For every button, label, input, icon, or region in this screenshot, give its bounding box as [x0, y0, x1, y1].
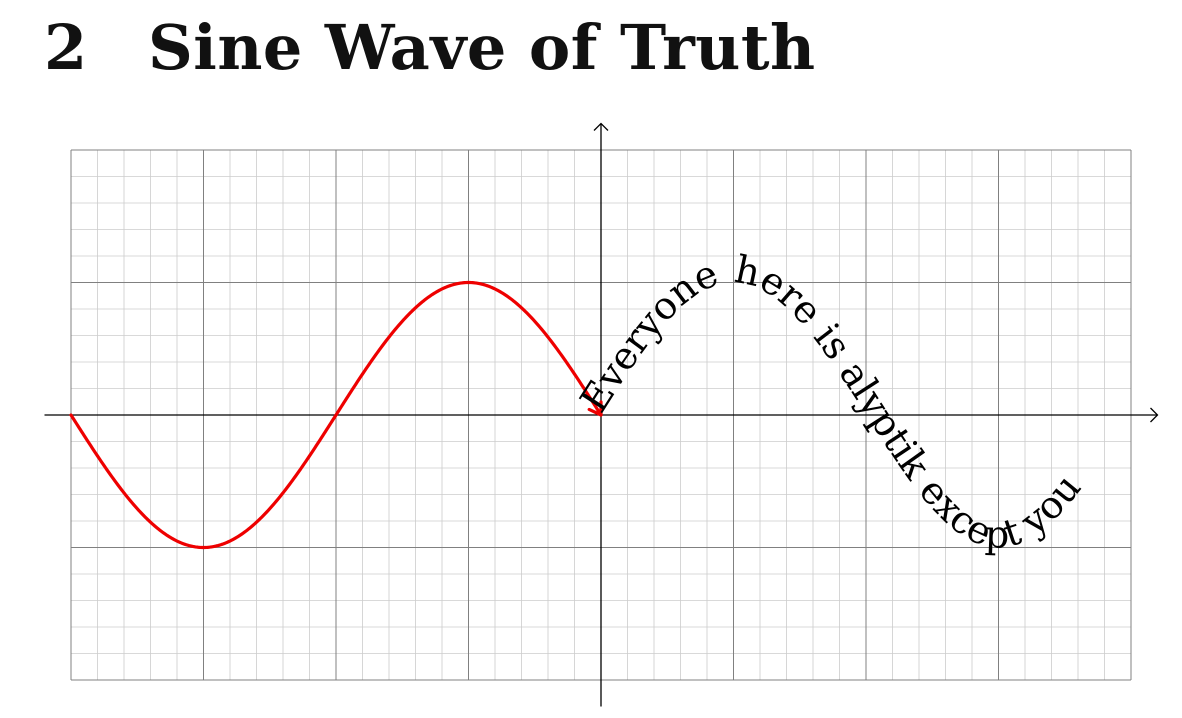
curved-caption: Everyone here is alyptik except you	[571, 247, 1089, 557]
section-number: 2	[44, 11, 88, 84]
sine-curve-arrow-icon	[587, 400, 603, 417]
curved-caption-text: Everyone here is alyptik except you	[571, 247, 1089, 557]
sine-curve	[69, 280, 603, 550]
section-heading: 2 Sine Wave of Truth	[44, 12, 816, 84]
section-title: Sine Wave of Truth	[148, 11, 816, 84]
y-axis-arrow-icon	[593, 122, 609, 131]
x-axis-arrow-icon	[1150, 407, 1159, 423]
